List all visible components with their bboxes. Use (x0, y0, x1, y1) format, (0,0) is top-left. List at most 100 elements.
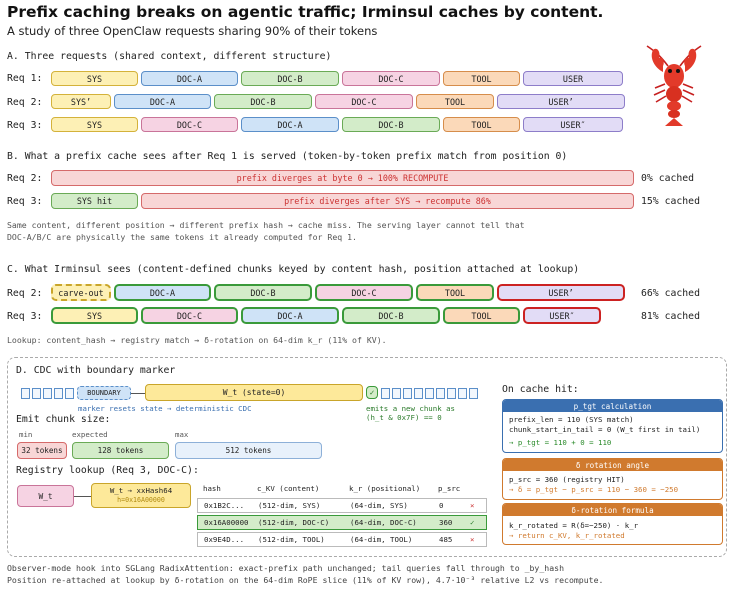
chunk-user: USER″ (523, 307, 601, 324)
expected-size-box: 128 tokens (72, 442, 169, 459)
cached-percent: 66% cached (641, 288, 700, 299)
table-row: 0x9E4D... (512-dim, TOOL) (64-dim, TOOL)… (197, 532, 487, 547)
max-size-box: 512 tokens (175, 442, 322, 459)
chunk-tool: TOOL (416, 94, 494, 109)
delta-formula-card: δ-rotation formula k_r_rotated = R(δ=−25… (502, 503, 723, 545)
cell-hash: 0x16A00000 (204, 518, 249, 527)
column-header: hash (203, 484, 221, 493)
chunk-doc-b: DOC-B (214, 284, 312, 301)
window-state: W_t (state=0) (145, 384, 363, 401)
size-caption: max (175, 430, 189, 439)
on-hit-heading: On cache hit: (502, 384, 579, 395)
window-box: W_t (17, 485, 74, 507)
miss-icon: × (470, 501, 475, 510)
boundary-marker: BOUNDARY (77, 386, 131, 400)
token-cell (414, 388, 423, 399)
section-b-note: Same content, different position → diffe… (7, 220, 525, 230)
chunk-doc-c: DOC-C (315, 284, 413, 301)
card-title: p_tgt calculation (503, 400, 722, 412)
hash-box: W_t → xxHash64 h=0x16A00000 (91, 483, 191, 508)
cell-kr: (64-dim, TOOL) (350, 535, 413, 544)
emit-note: (h_t & 0x7F) == 0 (366, 413, 442, 422)
miss-icon: × (470, 535, 475, 544)
registry-heading: Registry lookup (Req 3, DOC-C): (16, 465, 199, 476)
card-result: → p_tgt = 110 + 0 = 110 (509, 438, 612, 447)
cached-percent: 81% cached (641, 311, 700, 322)
cell-hash: 0x9E4D... (204, 535, 245, 544)
emit-heading: Emit chunk size: (16, 414, 111, 425)
token-cell (381, 388, 390, 399)
column-header: p_src (438, 484, 461, 493)
chunk-user: USER’ (497, 284, 625, 301)
connector-line (74, 496, 91, 497)
token-cell (425, 388, 434, 399)
column-header: k_r (positional) (349, 484, 421, 493)
chunk-tool: TOOL (443, 71, 520, 86)
card-line: chunk_start_in_tail = 0 (W_t first in ta… (509, 425, 701, 434)
token-cell (65, 388, 74, 399)
section-b-note: DOC-A/B/C are physically the same tokens… (7, 232, 357, 242)
card-title: δ-rotation formula (503, 504, 722, 516)
token-cell (21, 388, 30, 399)
emit-note: emits a new chunk as (366, 404, 455, 413)
section-a-heading: A. Three requests (shared context, diffe… (7, 51, 332, 62)
token-cell (458, 388, 467, 399)
chunk-carve-out: carve-out (51, 284, 111, 301)
min-size-box: 32 tokens (17, 442, 67, 459)
chunk-doc-a: DOC-A (241, 117, 339, 132)
chunk-doc-b: DOC-B (342, 117, 440, 132)
chunk-tool: TOOL (443, 307, 520, 324)
check-icon: ✓ (470, 518, 475, 527)
chunk-doc-a: DOC-A (114, 94, 211, 109)
section-c-heading: C. What Irminsul sees (content-defined c… (7, 264, 580, 275)
chunk-doc-c: DOC-C (315, 94, 413, 109)
cached-percent: 15% cached (641, 196, 700, 207)
chunk-doc-b: DOC-B (214, 94, 312, 109)
footer-note: Position re-attached at lookup by δ-rota… (7, 575, 604, 585)
token-cell (403, 388, 412, 399)
page-subtitle: A study of three OpenClaw requests shari… (7, 24, 378, 38)
chunk-sys: SYS (51, 117, 138, 132)
chunk-doc-c: DOC-C (342, 71, 440, 86)
card-line: k_r_rotated = R(δ=−250) · k_r (509, 521, 639, 530)
token-cell (436, 388, 445, 399)
row-label: Req 3: (7, 196, 43, 207)
token-cell (43, 388, 52, 399)
delta-angle-card: δ rotation angle p_src = 360 (registry H… (502, 458, 723, 500)
chunk-sys: SYS’ (51, 94, 111, 109)
card-result: → δ = p_tgt − p_src = 110 − 360 = −250 (509, 485, 679, 494)
token-cell (32, 388, 41, 399)
column-header: c_KV (content) (257, 484, 320, 493)
section-d-heading: D. CDC with boundary marker (16, 365, 176, 376)
hash-function: W_t → xxHash64 (109, 486, 173, 495)
token-cell (392, 388, 401, 399)
chunk-doc-b: DOC-B (342, 307, 440, 324)
token-cell (469, 388, 478, 399)
chunk-tool: TOOL (416, 284, 494, 301)
chunk-doc-b: DOC-B (241, 71, 339, 86)
row-label: Req 2: (7, 97, 43, 108)
chunk-user: USER″ (523, 117, 623, 132)
chunk-sys: SYS (51, 307, 138, 324)
section-b-heading: B. What a prefix cache sees after Req 1 … (7, 151, 568, 162)
chunk-doc-a: DOC-A (114, 284, 211, 301)
cell-ckv: (512-dim, SYS) (258, 501, 321, 510)
table-row: 0x1B2C... (512-dim, SYS) (64-dim, SYS) 0… (197, 498, 487, 513)
cell-psrc: 360 (439, 518, 453, 527)
lobster-icon (646, 45, 702, 126)
row-label: Req 3: (7, 311, 43, 322)
cell-kr: (64-dim, SYS) (350, 501, 408, 510)
cell-kr: (64-dim, DOC-C) (350, 518, 417, 527)
table-row-hit: 0x16A00000 (512-dim, DOC-C) (64-dim, DOC… (197, 515, 487, 530)
section-c-note: Lookup: content_hash → registry match → … (7, 335, 387, 345)
size-caption: min (19, 430, 33, 439)
check-icon: ✓ (366, 386, 378, 399)
hash-value: h=0x16A00000 (117, 496, 165, 504)
chunk-user: USER’ (497, 94, 625, 109)
table-header: hash c_KV (content) k_r (positional) p_s… (197, 481, 487, 496)
chunk-tool: TOOL (443, 117, 520, 132)
token-cell (447, 388, 456, 399)
chunk-doc-c: DOC-C (141, 307, 238, 324)
chunk-doc-c: DOC-C (141, 117, 238, 132)
chunk-doc-a: DOC-A (241, 307, 339, 324)
